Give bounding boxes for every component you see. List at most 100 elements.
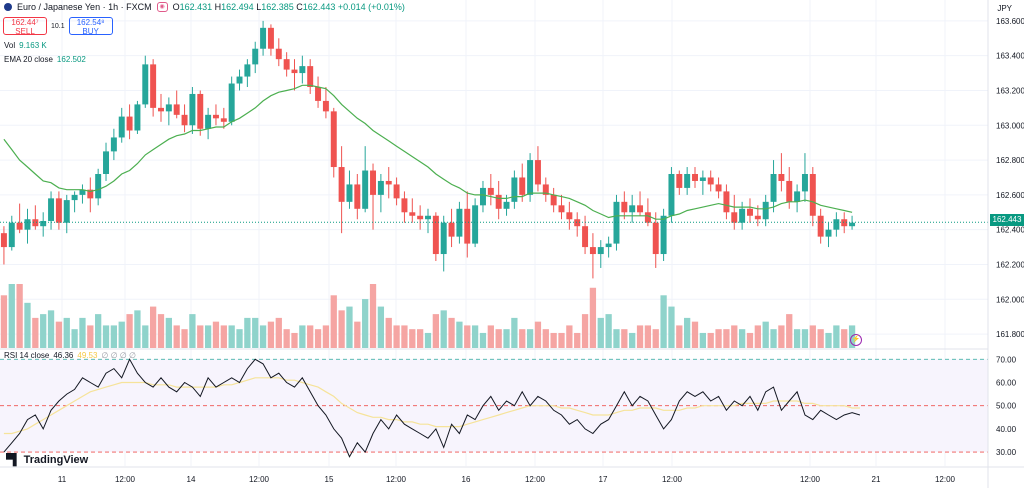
candle-body [809,174,816,216]
candle-body [103,151,110,174]
candle-body [605,243,612,248]
volume-bar [369,284,377,348]
time-tick-label: 16 [462,475,471,484]
volume-legend[interactable]: Vol 9.163 K [4,41,47,50]
candle-body [699,177,706,181]
time-tick-label: 21 [872,475,881,484]
candle-body [252,48,259,65]
candle-body [668,174,675,216]
volume-bar [526,329,534,348]
candle-body [205,114,212,129]
candle-body [244,64,251,77]
volume-bar [479,332,487,348]
market-status-icon[interactable]: ◉ [156,2,168,12]
price-tick-label: 162.200 [996,260,1024,269]
volume-bar [204,325,212,348]
time-tick-label: 12:00 [935,475,956,484]
tradingview-logo[interactable]: ▀▌ TradingView [6,454,89,466]
candle-body [299,66,306,74]
candle-body [472,205,479,244]
volume-bar [542,329,549,348]
candle-body [707,177,714,185]
candle-body [558,205,565,213]
volume-bar [519,329,526,348]
volume-bar [464,325,471,348]
candle-body [110,137,117,152]
volume-bar [283,329,290,348]
volume-bar [597,317,604,348]
volume-bar [314,329,322,348]
price-tick-label: 163.600 [996,17,1024,26]
rsi-legend[interactable]: RSI 14 close 46.36 49.53 ∅ ∅ ∅ ∅ [4,351,136,360]
candle-body [770,174,777,202]
candle-body [8,222,15,248]
candle-body [739,208,746,223]
candle-body [142,64,149,105]
volume-bar [102,325,110,348]
candle-body [16,222,23,230]
candle-body [754,215,761,220]
volume-bar [330,295,337,348]
volume-bar [212,321,220,348]
volume-bar [574,332,581,348]
candle-body [479,187,486,206]
lightning-icon[interactable]: ⚡ [850,334,862,346]
volume-bar [244,317,251,348]
candle-body [519,177,526,195]
volume-bar [24,302,31,348]
candle-body [550,194,557,206]
currency-label[interactable]: JPY [997,4,1012,13]
volume-bar [189,314,196,348]
candle-body [786,180,793,202]
buy-button[interactable]: 162.54⁸ BUY [68,17,113,36]
volume-bar [825,332,832,348]
volume-bar [511,317,518,348]
volume-bar [142,325,149,348]
candle-body [377,180,384,195]
candle-body [126,116,133,131]
volume-bar [432,314,439,348]
candle-body [275,48,282,60]
candle-body [833,219,840,230]
volume-bar [47,310,55,348]
volume-bar [149,306,157,348]
ohlc-values: O162.431 H162.494 L162.385 C162.443 +0.0… [172,2,405,12]
ema-legend[interactable]: EMA 20 close 162.502 [4,55,86,64]
candle-body [849,222,856,227]
candle-body [574,219,581,227]
candle-body [150,64,157,108]
volume-bar [322,325,330,348]
candle-body [189,93,196,126]
time-tick-label: 17 [599,475,608,484]
candle-body [346,184,353,202]
volume-bar [118,321,125,348]
candle-body [40,220,47,227]
volume-bar [770,329,777,348]
candle-body [652,222,659,255]
rsi-tick-label: 30.00 [996,448,1017,457]
candle-body [456,208,463,237]
symbol-title[interactable]: Euro / Japanese Yen · 1h · FXCM [17,2,152,12]
volume-bar [385,317,392,348]
time-tick-label: 11 [58,475,67,484]
volume-bar [801,329,809,348]
candle-body [597,247,604,255]
volume-bar [417,329,424,348]
time-tick-label: 12:00 [115,475,136,484]
candle-body [228,83,235,122]
sell-button[interactable]: 162.44⁷ SELL [3,17,47,36]
candle-body [158,107,164,112]
candle-body [283,59,290,70]
candle-body [660,215,667,255]
candle-body [48,198,55,221]
candle-body [165,104,172,112]
volume-bar [401,325,408,348]
time-tick-label: 12:00 [800,475,821,484]
volume-bar [362,299,369,348]
candle-body [817,215,824,237]
candle-body [762,201,769,220]
volume-bar [126,314,133,348]
candle-body [582,226,589,248]
volume-bar [377,306,385,348]
